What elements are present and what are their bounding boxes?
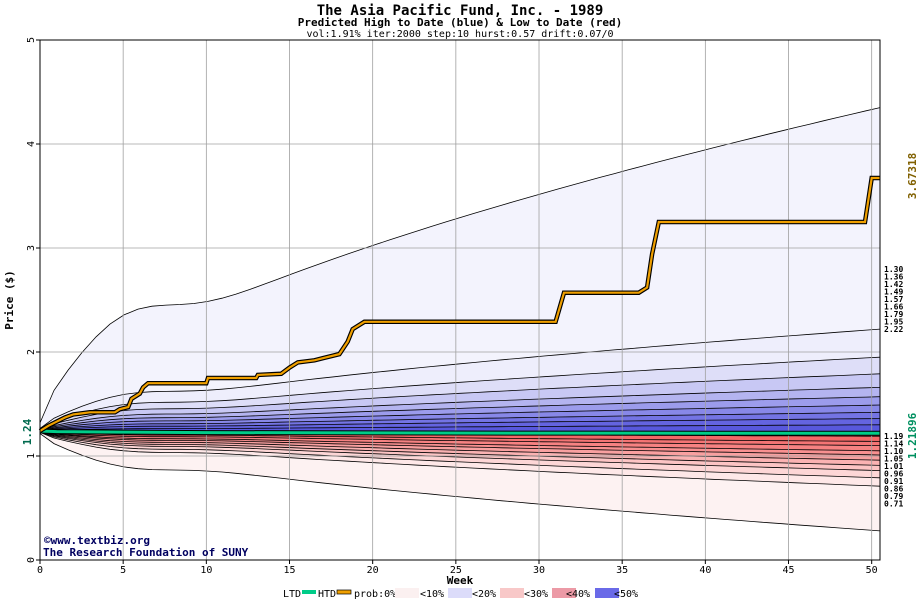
- x-tick-label: 15: [283, 565, 295, 576]
- y-tick-label: 1: [26, 453, 37, 459]
- x-tick-label: 30: [533, 565, 545, 576]
- htd-line: [39, 176, 880, 432]
- x-tick-label: 0: [37, 565, 43, 576]
- y-tick-label: 3: [26, 245, 37, 251]
- x-tick-label: 50: [866, 565, 878, 576]
- legend-item-20: <20%: [472, 589, 496, 600]
- legend-item-50: <50%: [614, 589, 638, 600]
- legend-item-10: <10%: [420, 589, 444, 600]
- band-end-label: 1.42: [884, 280, 903, 289]
- legend-ltd-swatch: [302, 590, 316, 594]
- start-value-label: 1.24: [21, 418, 34, 445]
- band-end-label: 1.66: [884, 303, 903, 312]
- band-end-label: 0.91: [884, 477, 903, 486]
- band-high-edge-0: [39, 328, 881, 429]
- probability-bands: [39, 107, 881, 532]
- plot-frame: [39, 39, 881, 561]
- band-low-edge-1: [39, 430, 881, 442]
- band-end-label: 1.30: [884, 265, 903, 274]
- legend-prob-label: prob:0%: [354, 589, 396, 600]
- band-end-label: 1.19: [884, 432, 903, 441]
- band-low-edge-8: [39, 431, 881, 479]
- band-end-label: 0.86: [884, 485, 903, 494]
- band-end-label: 1.36: [884, 273, 903, 282]
- band-end-label: 0.71: [884, 500, 903, 509]
- band-end-label: 1.01: [884, 462, 903, 471]
- band-high-edge-5: [39, 404, 881, 431]
- band-low-edge-5: [39, 431, 881, 461]
- band-low-edge-2: [39, 431, 881, 446]
- y-tick-label: 5: [26, 37, 37, 43]
- legend-htd-label: HTD: [318, 589, 336, 600]
- y-tick-label: 4: [26, 141, 37, 147]
- x-tick-label: 45: [782, 565, 794, 576]
- y-axis-ticks: 0 1 2 3 4 5: [26, 37, 40, 563]
- band-end-label: 1.05: [884, 455, 903, 464]
- band-end-label: 0.96: [884, 470, 903, 479]
- gridlines: [40, 40, 880, 560]
- y-tick-label: 2: [26, 349, 37, 355]
- legend-swatch-30: [500, 588, 524, 598]
- legend-htd-swatch: [336, 589, 352, 595]
- chart-title: The Asia Pacific Fund, Inc. - 1989: [317, 3, 604, 19]
- legend-ltd-label: LTD: [283, 589, 301, 600]
- x-tick-label: 35: [616, 565, 628, 576]
- band-low-outer-edge: [39, 433, 881, 532]
- band-low-edge-6: [39, 431, 881, 466]
- x-tick-label: 10: [200, 565, 212, 576]
- y-tick-label: 0: [26, 557, 37, 563]
- x-tick-label: 40: [699, 565, 711, 576]
- x-tick-label: 20: [367, 565, 379, 576]
- legend-item-30: <30%: [524, 589, 548, 600]
- x-axis-label: Week: [447, 574, 474, 587]
- band-high-edge-3: [39, 387, 881, 431]
- band-end-label: 1.49: [884, 288, 903, 297]
- band-high-edge-4: [39, 396, 881, 431]
- band-end-label: 2.22: [884, 325, 903, 334]
- band-high-8: [40, 424, 880, 431]
- legend-swatch-40: [552, 588, 576, 598]
- chart-params: vol:1.91% iter:2000 step:10 hurst:0.57 d…: [306, 29, 613, 40]
- band-end-label: 1.79: [884, 310, 903, 319]
- credit-org: The Research Foundation of SUNY: [43, 546, 249, 559]
- band-high-outer-edge: [39, 107, 881, 424]
- band-high-edge-1: [39, 356, 881, 430]
- band-high-edge-2: [39, 373, 881, 430]
- legend-swatch-50: [595, 588, 619, 598]
- band-high-edge-8: [39, 424, 881, 432]
- legend-item-40: <40%: [566, 589, 590, 600]
- credit-url: ©www.textbiz.org: [44, 534, 150, 547]
- band-low-edge-3: [39, 431, 881, 452]
- x-axis-ticks: 0 5 10 15 20 25 30 35 40 45 50: [37, 560, 878, 576]
- ltd-line: [39, 429, 880, 435]
- band-end-label: 1.57: [884, 295, 903, 304]
- band-low-edge-4: [39, 431, 881, 456]
- htd-final-label: 3.67318: [906, 153, 919, 199]
- x-tick-label: 5: [120, 565, 126, 576]
- legend: LTD HTD prob:0% <10% <20% <30% <40% <50%: [283, 588, 638, 600]
- ltd-final-label: 1.21896: [906, 412, 919, 459]
- band-low-edge-9: [39, 432, 881, 487]
- band-end-label: 1.14: [884, 440, 903, 449]
- band-end-label: 1.10: [884, 447, 903, 456]
- legend-swatch-10: [395, 588, 419, 598]
- band-end-label: 0.79: [884, 492, 903, 501]
- chart-subtitle: Predicted High to Date (blue) & Low to D…: [298, 16, 623, 29]
- band-high-edge-7: [39, 418, 881, 432]
- band-high-edge-6: [39, 411, 881, 431]
- band-low-edge-7: [39, 431, 881, 471]
- band-labels: 2.221.951.791.661.571.491.421.361.30 1.19…: [884, 265, 903, 509]
- x-tick-label: 25: [450, 565, 462, 576]
- series-lines: [38, 175, 880, 436]
- legend-swatch-20: [448, 588, 472, 598]
- y-axis-label: Price ($): [3, 270, 16, 330]
- band-end-label: 1.95: [884, 318, 903, 327]
